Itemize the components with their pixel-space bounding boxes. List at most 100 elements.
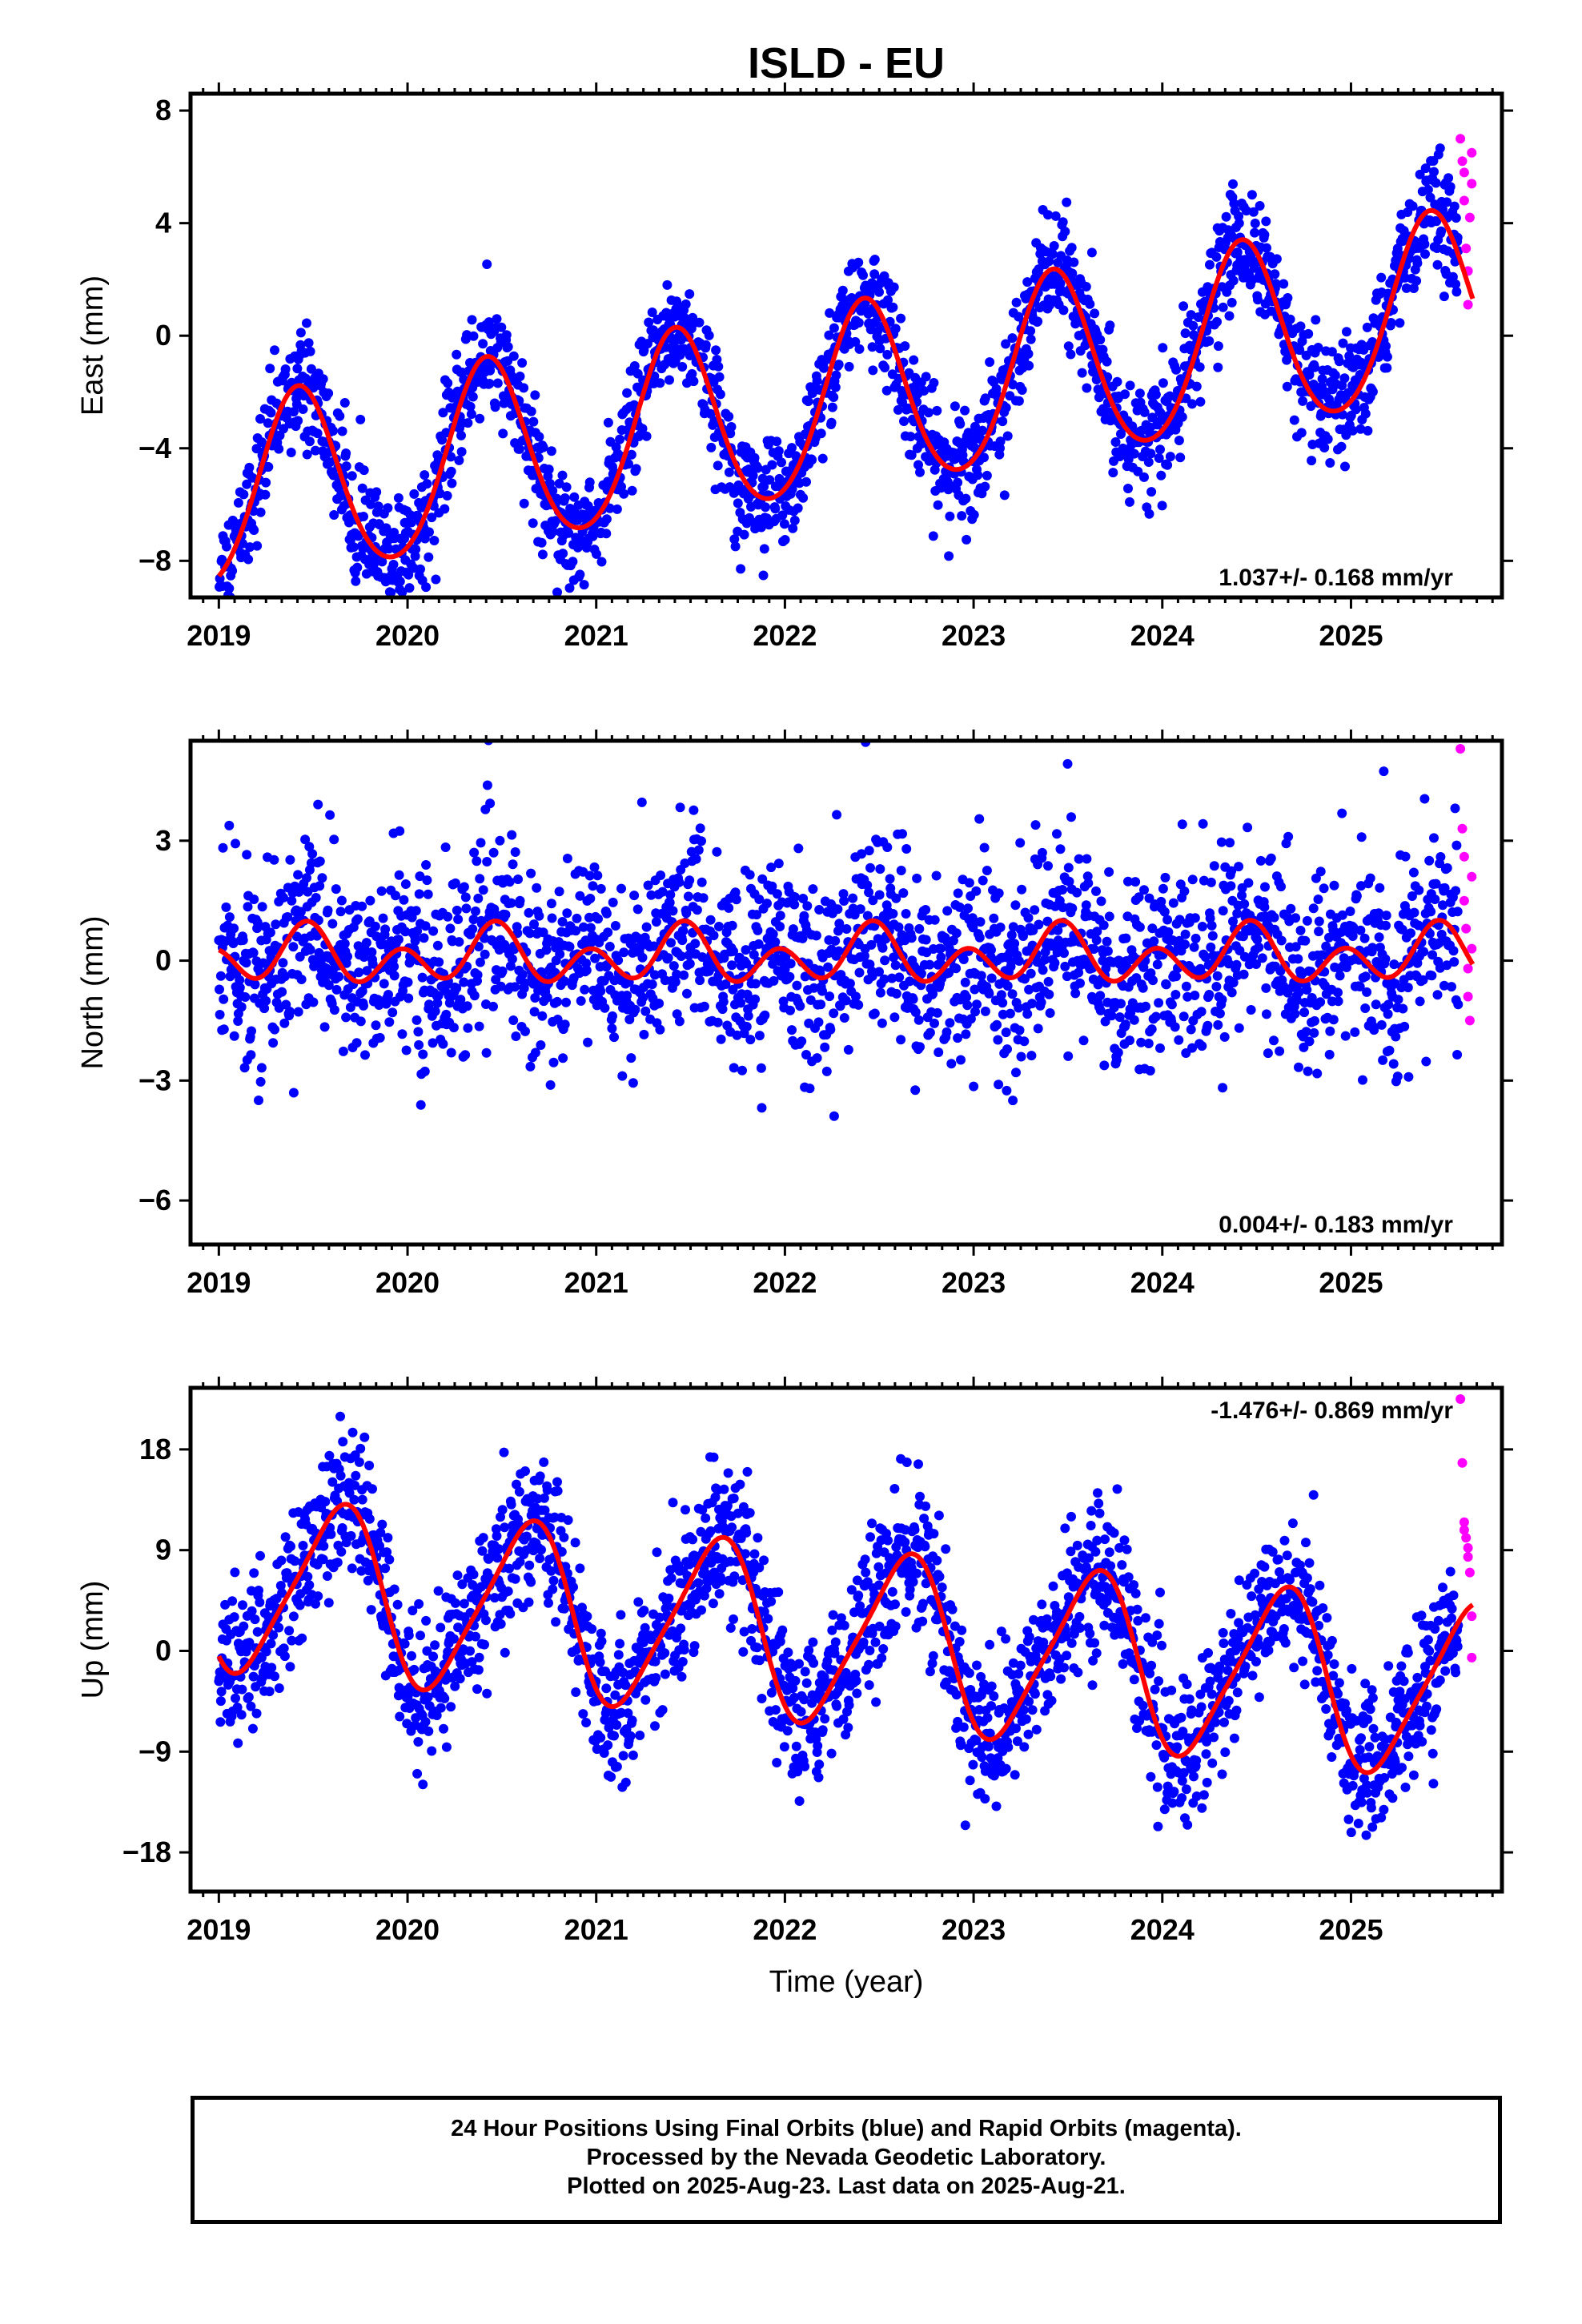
data-point [224,583,235,593]
data-point [622,991,632,1000]
data-point [472,970,483,980]
data-point [1191,381,1202,392]
data-point [934,1047,944,1057]
data-point [787,443,797,453]
data-point [1307,456,1317,466]
data-point [1303,1066,1313,1076]
data-point [982,866,992,875]
data-point [682,988,692,999]
data-point [293,870,303,880]
data-point [1398,1003,1408,1014]
data-point [1042,916,1053,927]
data-point [432,940,443,951]
data-point [562,854,572,863]
data-point [942,906,953,916]
data-point [1304,1036,1315,1047]
data-point [1285,314,1295,324]
data-point [916,968,926,979]
final-orbit-points [215,143,1464,597]
data-point [1043,861,1053,871]
data-point [383,544,394,554]
data-point [361,938,371,948]
data-point [730,541,741,552]
data-point [1302,985,1312,995]
data-point [452,983,462,993]
data-point [896,1035,906,1045]
data-point [843,1044,853,1055]
data-point [438,1039,448,1049]
data-point [241,958,251,968]
data-point [1200,952,1211,963]
data-point [976,971,986,981]
data-point [681,299,691,309]
data-point [1162,915,1173,925]
data-point [397,587,408,597]
data-point [717,1004,728,1015]
data-point [1451,213,1461,223]
data-point [736,998,746,1008]
data-point [524,928,535,939]
data-point [677,935,688,946]
data-point [525,1061,536,1072]
data-point [811,931,821,941]
data-point [829,1111,839,1121]
data-point [1133,466,1143,476]
data-point [923,408,934,418]
data-point [961,493,971,504]
data-point [387,1007,398,1018]
data-point [475,413,485,424]
data-point [215,1717,226,1727]
data-point [1337,808,1347,818]
data-point [833,926,843,936]
data-point [1234,218,1244,228]
data-point [601,908,612,919]
data-point [231,838,240,849]
data-point [1447,982,1456,992]
data-point [507,954,517,964]
data-point [1315,866,1326,877]
data-point [683,891,693,902]
data-point [1134,892,1144,903]
data-point [888,302,898,312]
data-point [689,805,699,815]
data-point [1325,458,1335,468]
data-point [558,549,568,559]
data-point [1064,876,1074,887]
data-point [1014,1003,1024,1013]
data-point [1150,389,1161,400]
data-point [1420,249,1430,259]
data-point [1406,928,1415,939]
data-point [1037,847,1047,858]
data-point [935,943,946,954]
data-point [1165,452,1175,462]
data-point [893,922,904,932]
data-point [770,937,781,947]
data-point [1381,911,1391,921]
data-point [869,255,880,264]
data-point [1271,254,1282,264]
data-point [530,993,540,1003]
data-point [335,411,345,421]
data-point [288,942,299,952]
data-point [1324,932,1334,943]
data-point [293,1007,303,1017]
data-point [1435,143,1445,154]
data-point [446,1047,456,1058]
data-point [995,436,1006,447]
data-point [1015,838,1026,848]
data-point [608,1011,617,1021]
data-point [1178,1011,1189,1022]
data-point [453,915,464,924]
data-point [882,349,893,360]
data-point [975,917,986,927]
data-point [994,1080,1004,1090]
data-point [731,895,741,905]
data-point [290,1556,300,1566]
data-point [373,501,383,512]
data-point [1170,1022,1180,1032]
data-point [261,477,271,488]
data-point [669,961,679,971]
data-point [557,470,568,480]
data-point [1282,381,1292,392]
data-point [757,874,768,884]
